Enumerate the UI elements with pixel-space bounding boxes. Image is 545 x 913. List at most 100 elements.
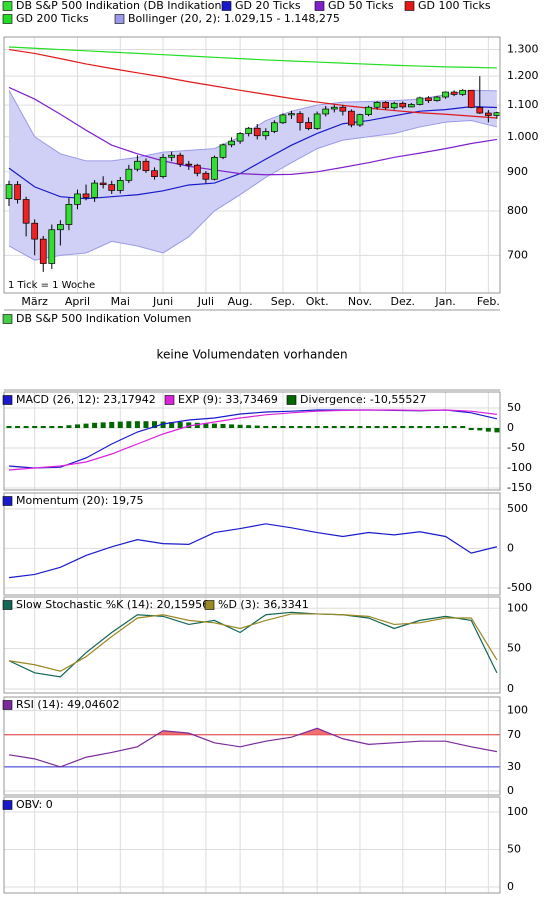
divergence-bar — [186, 422, 192, 428]
y-tick-label: -500 — [507, 581, 532, 594]
divergence-bar — [74, 424, 80, 428]
candle-body — [476, 107, 484, 114]
candle-body — [219, 144, 227, 158]
candle-body — [433, 96, 441, 101]
x-tick-label: März — [21, 295, 48, 308]
bollinger-band — [9, 90, 497, 261]
no-data-message: keine Volumendaten vorhanden — [156, 348, 347, 362]
candle-body — [82, 193, 90, 198]
y-tick-label: 50 — [507, 401, 521, 414]
x-tick-label: Juli — [197, 295, 214, 308]
x-tick-label: Dez. — [391, 295, 416, 308]
candle-body — [305, 122, 312, 129]
y-tick-label: 50 — [507, 642, 521, 655]
legend-label: OBV: 0 — [16, 798, 53, 811]
candle-body — [399, 102, 407, 108]
divergence-bar — [443, 426, 449, 428]
divergence-bar — [425, 426, 431, 428]
divergence-bar — [306, 426, 312, 428]
candle-body — [253, 127, 261, 137]
y-tick-label: 500 — [507, 502, 528, 515]
y-tick-label: 100 — [507, 601, 528, 614]
divergence-bar — [263, 426, 269, 428]
legend-swatch — [2, 600, 13, 610]
divergence-bar — [40, 426, 46, 428]
x-tick-label: April — [65, 295, 90, 308]
divergence-bar — [229, 424, 235, 428]
legend-swatch — [204, 600, 215, 610]
y-tick-label: 0 — [507, 541, 514, 554]
divergence-bar — [374, 426, 380, 428]
candle-body — [339, 106, 347, 112]
y-tick-label: 1.200 — [507, 69, 539, 82]
divergence-bar — [203, 423, 209, 428]
candle-body — [193, 164, 201, 174]
candle-body — [356, 114, 364, 126]
candle-body — [416, 97, 424, 105]
y-tick-label: 0 — [507, 784, 514, 797]
candle-body — [407, 104, 415, 108]
y-tick-label: 1.000 — [507, 130, 539, 143]
legend-swatch — [2, 700, 13, 710]
y-tick-label: -100 — [507, 461, 532, 474]
legend-label: Divergence: -10,55527 — [300, 393, 426, 406]
candle-body — [5, 184, 13, 200]
legend-swatch — [286, 395, 297, 405]
candle-body — [313, 113, 321, 129]
candle-body — [48, 229, 56, 264]
legend-label: Momentum (20): 19,75 — [16, 494, 143, 507]
divergence-bar — [254, 425, 260, 428]
candle-body — [74, 193, 81, 205]
divergence-bar — [15, 426, 21, 428]
y-tick-label: 70 — [507, 728, 521, 741]
divergence-bar — [109, 422, 115, 428]
candle-body — [39, 238, 47, 264]
y-tick-label: -50 — [507, 441, 525, 454]
candle-body — [467, 89, 475, 108]
candle-body — [142, 160, 150, 172]
legend-swatch — [2, 314, 13, 324]
divergence-bar — [391, 426, 397, 428]
divergence-bar — [160, 421, 166, 428]
candle-body — [108, 184, 116, 191]
candle-body — [202, 172, 210, 180]
legend-label: GD 50 Ticks — [328, 0, 394, 12]
divergence-bar — [323, 426, 329, 428]
x-tick-label: Jan. — [434, 295, 455, 308]
divergence-bar — [83, 423, 89, 428]
divergence-bar — [32, 426, 38, 428]
indicator-line — [8, 613, 498, 672]
y-tick-label: 0 — [507, 880, 514, 893]
candle-body — [271, 122, 278, 132]
candle-body — [442, 91, 449, 98]
panel-frame — [3, 492, 501, 596]
candle-body — [382, 102, 389, 109]
divergence-bar — [237, 424, 243, 428]
divergence-bar — [194, 422, 200, 428]
x-tick-label: Feb. — [477, 295, 500, 308]
panel-frame — [3, 696, 501, 796]
moving-average-line — [8, 46, 497, 69]
bollinger-lower — [8, 120, 498, 261]
candle-body — [159, 156, 167, 177]
divergence-bar — [271, 426, 277, 428]
legend-label: GD 200 Ticks — [16, 12, 89, 25]
y-tick-label: 700 — [507, 248, 528, 261]
y-tick-label: 1.300 — [507, 43, 539, 56]
y-tick-label: 0 — [507, 421, 514, 434]
divergence-bar — [220, 424, 226, 428]
candle-body — [211, 156, 218, 180]
x-tick-label: Mai — [111, 295, 130, 308]
legend-swatch — [2, 1, 13, 11]
y-tick-label: 100 — [507, 704, 528, 717]
divergence-bar — [297, 426, 303, 428]
candle-body — [91, 182, 98, 198]
candle-body — [390, 102, 398, 109]
x-tick-label: Nov. — [348, 295, 372, 308]
legend-swatch — [221, 1, 232, 11]
moving-average-line — [8, 86, 498, 176]
divergence-bar — [485, 428, 491, 432]
legend-label: RSI (14): 49,04602 — [16, 698, 120, 711]
bollinger-upper — [8, 89, 497, 162]
